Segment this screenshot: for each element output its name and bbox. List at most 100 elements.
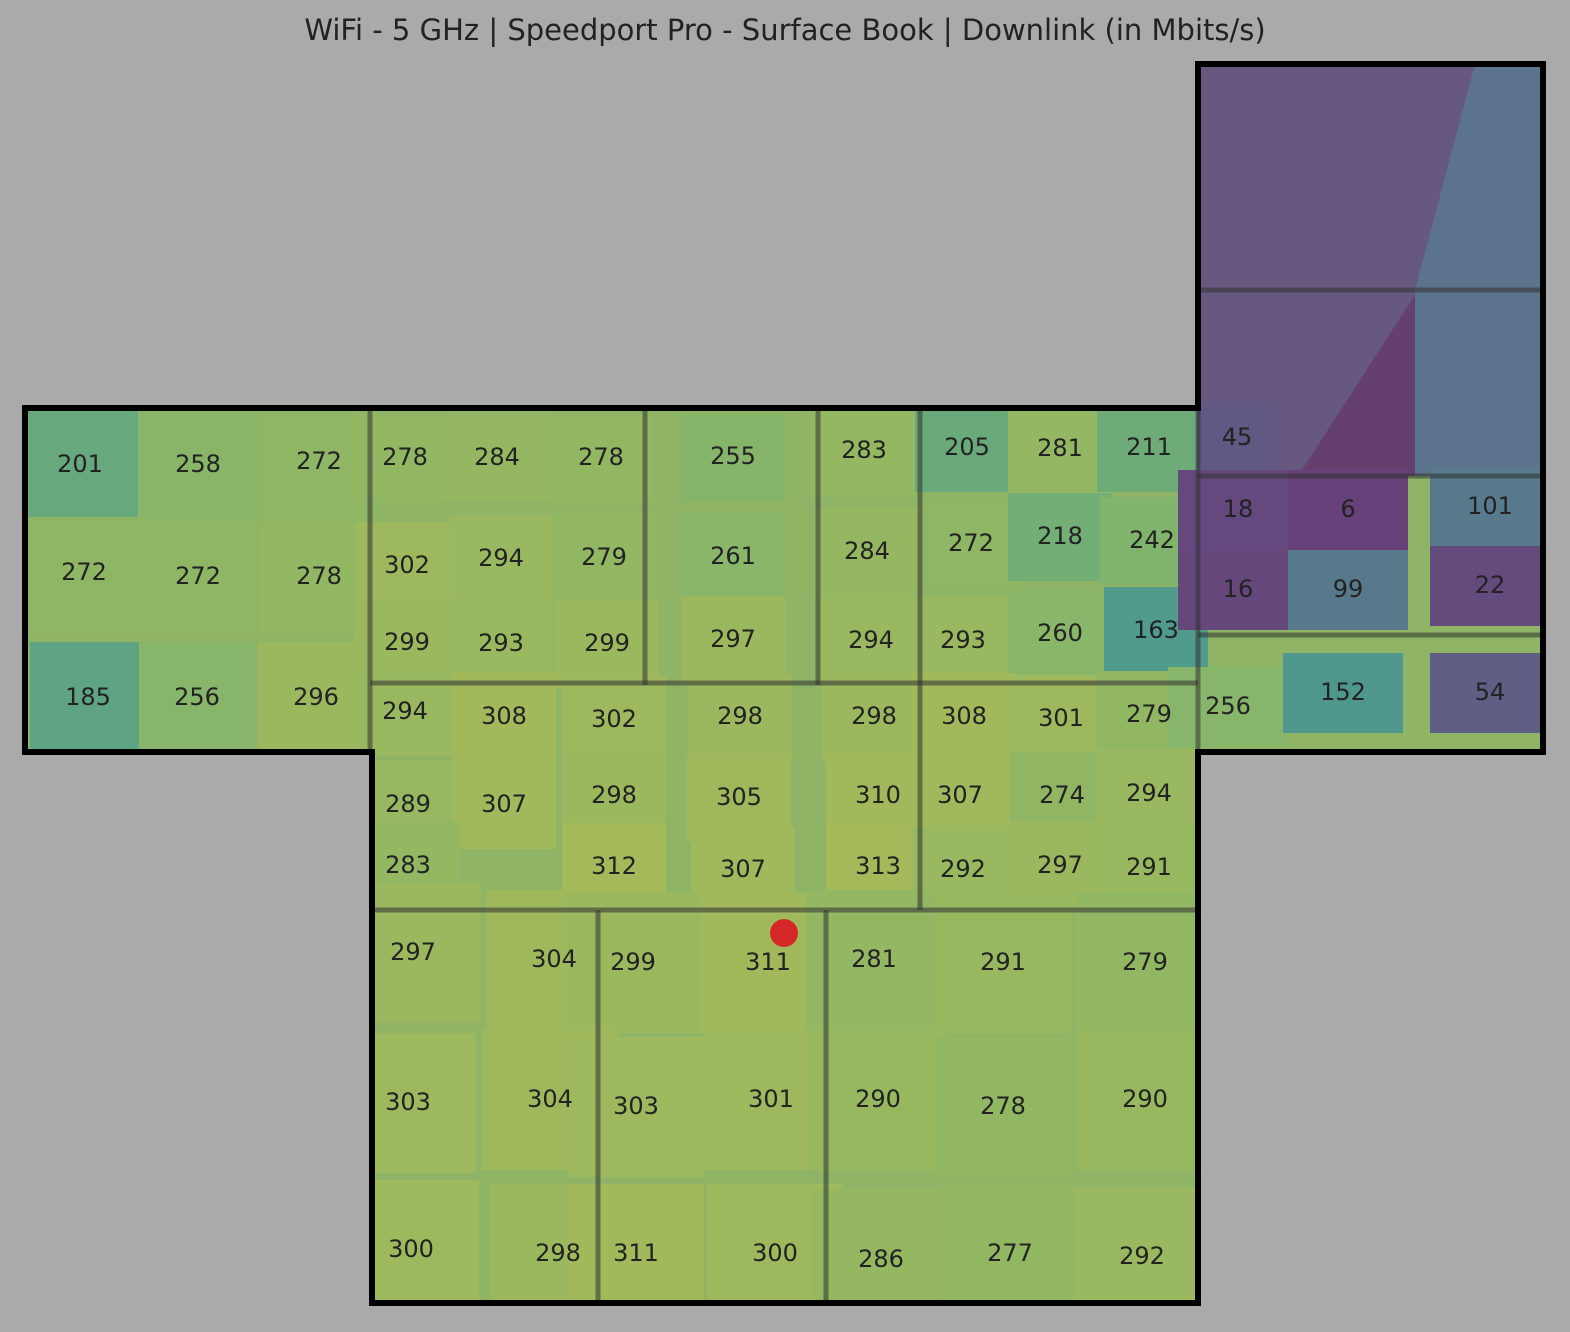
value-label: 292	[940, 855, 986, 883]
cell	[1288, 550, 1408, 630]
cell	[819, 597, 923, 685]
cell	[1074, 1187, 1210, 1303]
value-label: 289	[385, 790, 431, 818]
cell	[912, 673, 1016, 761]
cell	[810, 1030, 946, 1170]
value-label: 284	[474, 443, 520, 471]
value-label: 297	[1037, 851, 1083, 879]
value-label: 261	[710, 542, 756, 570]
cell	[1077, 1030, 1213, 1170]
cell	[1288, 470, 1408, 550]
cell	[1430, 653, 1543, 733]
cell	[911, 597, 1015, 685]
value-label: 293	[940, 626, 986, 654]
cell	[1008, 405, 1112, 493]
value-label: 272	[61, 558, 107, 586]
value-label: 274	[1039, 781, 1085, 809]
value-label: 256	[174, 683, 220, 711]
cell	[1008, 590, 1112, 678]
value-label: 305	[716, 783, 762, 811]
cell	[935, 1037, 1071, 1177]
cell	[140, 409, 256, 521]
value-label: 301	[748, 1085, 794, 1113]
cell	[815, 508, 919, 596]
cell	[812, 407, 916, 495]
value-label: 291	[1126, 853, 1172, 881]
cell	[1197, 402, 1277, 474]
zone	[1298, 295, 1415, 476]
value-label: 311	[613, 1239, 659, 1267]
cell	[681, 596, 785, 684]
cell	[1430, 467, 1543, 547]
cell	[562, 676, 666, 764]
value-label: 300	[388, 1235, 434, 1263]
cell	[140, 521, 256, 633]
cell	[688, 673, 792, 761]
value-label: 22	[1475, 571, 1506, 599]
value-label: 99	[1333, 575, 1364, 603]
value-label: 296	[293, 683, 339, 711]
value-label: 16	[1223, 575, 1254, 603]
value-label: 283	[841, 436, 887, 464]
value-label: 284	[844, 537, 890, 565]
value-label: 279	[1126, 700, 1172, 728]
value-label: 101	[1467, 492, 1513, 520]
cell	[26, 517, 142, 629]
value-label: 279	[1122, 948, 1168, 976]
value-label: 278	[382, 443, 428, 471]
value-label: 297	[390, 938, 436, 966]
cell	[919, 500, 1023, 588]
cell	[568, 1037, 704, 1177]
value-label: 185	[65, 683, 111, 711]
cell	[681, 513, 785, 601]
value-label: 277	[987, 1239, 1033, 1267]
cell	[822, 673, 926, 761]
value-label: 18	[1223, 495, 1254, 523]
value-label: 255	[710, 442, 756, 470]
value-label: 298	[591, 781, 637, 809]
cells	[25, 402, 1543, 1303]
cell	[552, 514, 656, 602]
value-label: 299	[384, 628, 430, 656]
value-label: 258	[175, 450, 221, 478]
value-label: 54	[1475, 678, 1506, 706]
value-label: 279	[581, 543, 627, 571]
value-label: 312	[591, 852, 637, 880]
value-label: 307	[937, 781, 983, 809]
value-label: 278	[980, 1092, 1026, 1120]
value-label: 242	[1129, 526, 1175, 554]
value-label: 302	[384, 551, 430, 579]
value-label: 290	[1122, 1085, 1168, 1113]
value-label: 297	[710, 625, 756, 653]
cell	[1009, 675, 1113, 763]
value-label: 308	[481, 702, 527, 730]
zone	[1415, 64, 1543, 476]
value-label: 294	[382, 697, 428, 725]
value-label: 272	[175, 562, 221, 590]
value-label: 163	[1133, 616, 1179, 644]
value-label: 304	[531, 945, 577, 973]
upper-right-area	[1198, 64, 1543, 476]
value-label: 300	[752, 1239, 798, 1267]
value-label: 304	[527, 1085, 573, 1113]
cell	[935, 893, 1071, 1033]
value-label: 298	[717, 702, 763, 730]
cell	[806, 890, 942, 1030]
router	[770, 919, 798, 947]
cell	[549, 414, 653, 502]
value-label: 299	[610, 948, 656, 976]
value-label: 294	[848, 626, 894, 654]
value-label: 290	[855, 1085, 901, 1113]
value-label: 303	[613, 1092, 659, 1120]
value-label: 283	[385, 851, 431, 879]
value-label: 293	[478, 629, 524, 657]
cell	[445, 414, 549, 502]
cell	[1008, 493, 1112, 581]
value-label: 294	[478, 544, 524, 572]
value-label: 294	[1126, 779, 1172, 807]
labels: 201 258 272 272 272 278 185 256 296 278 284 278 255 2…	[57, 423, 1513, 1273]
value-label: 310	[855, 781, 901, 809]
value-label: 272	[296, 447, 342, 475]
value-label: 272	[948, 529, 994, 557]
